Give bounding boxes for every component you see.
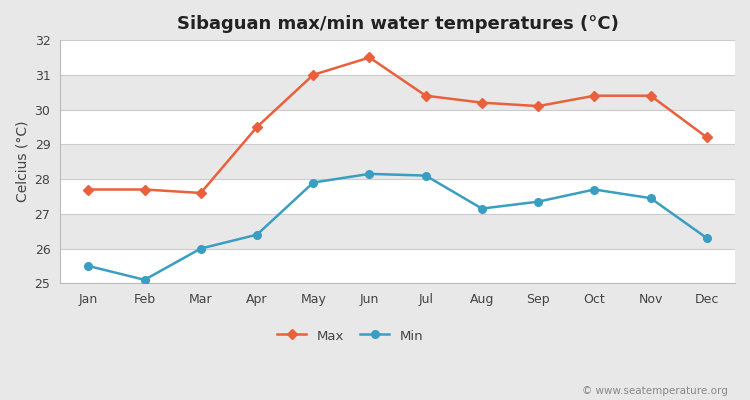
Min <box>478 206 487 211</box>
Min <box>703 236 712 240</box>
Line: Max: Max <box>85 54 710 196</box>
Min <box>365 172 374 176</box>
Max <box>646 93 656 98</box>
Line: Min: Min <box>85 170 711 284</box>
Max <box>534 104 543 108</box>
Max <box>84 187 93 192</box>
Min <box>309 180 318 185</box>
Max <box>140 187 149 192</box>
Max <box>196 190 206 195</box>
Min <box>646 196 656 200</box>
Max <box>422 93 430 98</box>
Max <box>253 124 262 129</box>
Min <box>534 199 543 204</box>
Min <box>84 264 93 268</box>
Max <box>365 55 374 60</box>
Bar <box>60 179 735 214</box>
Legend: Max, Min: Max, Min <box>272 324 428 348</box>
Bar <box>60 144 735 179</box>
Max <box>309 72 318 77</box>
Bar <box>60 214 735 248</box>
Min <box>590 187 599 192</box>
Bar <box>60 40 735 75</box>
Max <box>590 93 599 98</box>
Min <box>422 173 430 178</box>
Text: © www.seatemperature.org: © www.seatemperature.org <box>582 386 728 396</box>
Title: Sibaguan max/min water temperatures (°C): Sibaguan max/min water temperatures (°C) <box>177 15 619 33</box>
Y-axis label: Celcius (°C): Celcius (°C) <box>15 121 29 202</box>
Min <box>140 278 149 282</box>
Bar <box>60 75 735 110</box>
Min <box>196 246 206 251</box>
Max <box>478 100 487 105</box>
Min <box>253 232 262 237</box>
Bar <box>60 110 735 144</box>
Max <box>703 135 712 140</box>
Bar <box>60 248 735 283</box>
